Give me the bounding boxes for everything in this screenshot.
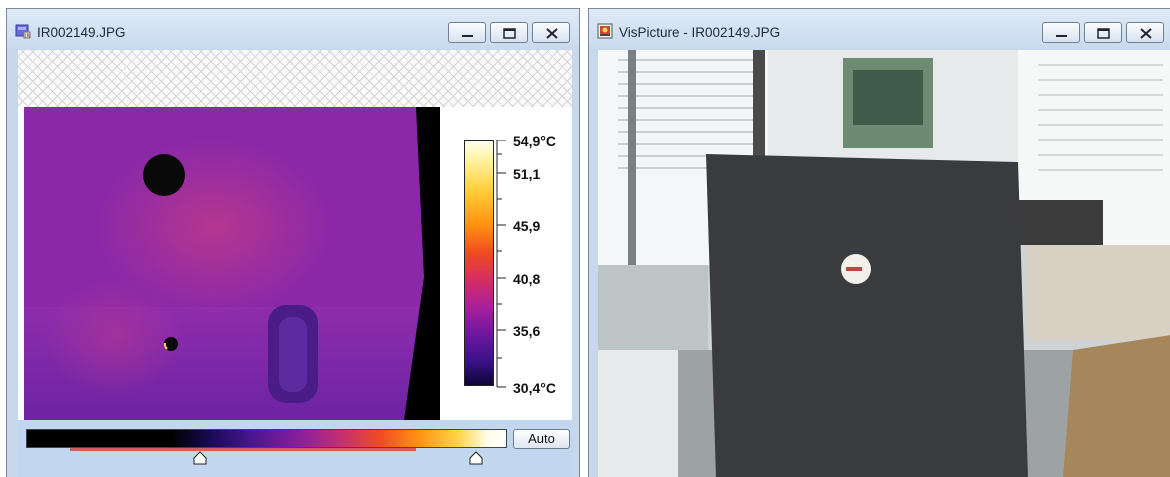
minimize-icon	[462, 35, 473, 37]
temperature-scale-ticks	[496, 140, 506, 388]
maximize-button[interactable]	[490, 22, 528, 43]
temperature-scale-bar	[464, 140, 494, 386]
ir-image-icon: IR	[15, 23, 31, 40]
visible-picture-window[interactable]: VisPicture - IR002149.JPG	[588, 8, 1170, 477]
maximize-button[interactable]	[1084, 22, 1122, 43]
palette-strip[interactable]	[26, 429, 507, 448]
scale-tick-label: 51,1	[513, 166, 541, 182]
close-icon	[546, 28, 558, 39]
scale-min-label: 30,4°C	[513, 380, 556, 396]
scale-max-label: 54,9°C	[513, 133, 556, 149]
minimize-button[interactable]	[1042, 22, 1080, 43]
visible-photo[interactable]	[598, 50, 1170, 477]
minimize-button[interactable]	[448, 22, 486, 43]
ir-image-window[interactable]: IR IR002149.JPG	[6, 8, 580, 477]
minimize-icon	[1056, 35, 1067, 37]
vis-window-titlebar[interactable]: VisPicture - IR002149.JPG	[589, 9, 1170, 49]
scale-tick-label: 40,8	[513, 271, 541, 287]
palette-range-indicator	[70, 448, 416, 451]
ir-window-titlebar[interactable]: IR IR002149.JPG	[7, 9, 579, 49]
thermal-image-panel: 54,9°C 51,1 45,9 40,8 35,6 30,4°C	[18, 107, 572, 420]
scale-tick-label: 45,9	[513, 218, 541, 234]
ir-window-title: IR002149.JPG	[37, 25, 126, 40]
scale-tick-label: 35,6	[513, 323, 541, 339]
auto-range-button[interactable]: Auto	[513, 429, 570, 449]
range-high-slider-icon[interactable]	[469, 451, 483, 465]
range-low-slider-icon[interactable]	[193, 451, 207, 465]
photo-icon	[597, 23, 613, 39]
close-button[interactable]	[1126, 22, 1164, 43]
vis-window-title: VisPicture - IR002149.JPG	[619, 25, 781, 40]
close-button[interactable]	[532, 22, 570, 43]
palette-panel: Auto	[18, 420, 572, 477]
svg-text:IR: IR	[25, 34, 30, 40]
close-icon	[1140, 28, 1152, 39]
empty-canvas-area	[18, 50, 572, 107]
thermal-image[interactable]	[24, 107, 440, 420]
